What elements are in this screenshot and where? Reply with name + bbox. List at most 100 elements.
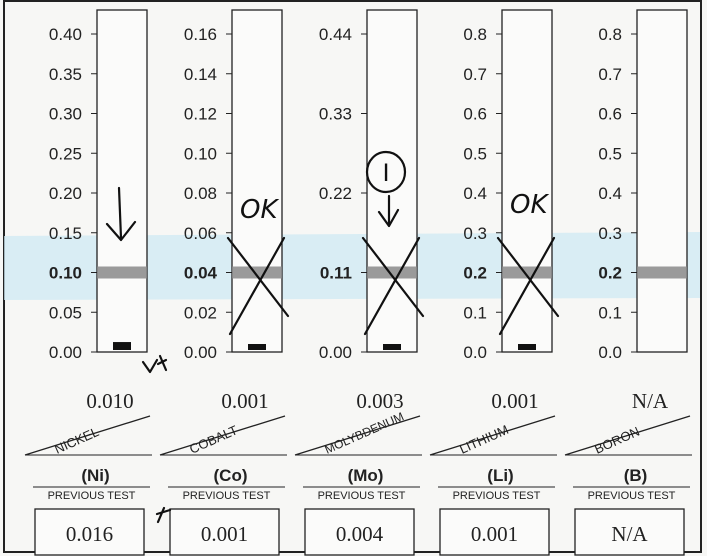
element-column-lithium: 0.8 0.7 0.6 0.5 0.4 0.3 0.2 0.1 0.0 0.001 LITHIUM (… bbox=[429, 9, 560, 556]
previous-value: 0.001 bbox=[471, 522, 518, 546]
tick-label: 0.00 bbox=[319, 343, 352, 362]
previous-test-box bbox=[439, 508, 550, 556]
gauge-tube bbox=[96, 9, 148, 353]
element-name: MOLYBDENUM bbox=[323, 409, 406, 456]
tick-label: 0.3 bbox=[598, 224, 622, 243]
previous-test-label: PREVIOUS TEST bbox=[183, 490, 271, 502]
previous-test-label: PREVIOUS TEST bbox=[453, 490, 541, 502]
tick-label: 0.5 bbox=[598, 144, 622, 163]
previous-test-label: PREVIOUS TEST bbox=[588, 490, 676, 502]
handwritten-mark: OK bbox=[510, 190, 549, 220]
handwritten-circle-icon bbox=[365, 150, 407, 194]
current-value: N/A bbox=[632, 389, 669, 413]
tick-label: 0.25 bbox=[49, 144, 82, 163]
tick-label: 0.2 bbox=[598, 264, 622, 283]
tick-label: 0.7 bbox=[463, 65, 487, 84]
element-symbol: (Li) bbox=[487, 466, 513, 485]
tick-label: 0.6 bbox=[463, 105, 487, 124]
tick-label: 0.35 bbox=[49, 65, 82, 84]
normal-range-band bbox=[637, 266, 687, 279]
element-column-nickel: 0.40 0.35 0.30 0.25 0.20 0.15 0.10 0.05 0.00 0.01… bbox=[24, 9, 152, 556]
element-symbol: (Ni) bbox=[81, 466, 109, 485]
tick-label: 0.05 bbox=[49, 303, 82, 322]
previous-test-box bbox=[304, 508, 415, 556]
element-name: BORON bbox=[592, 424, 642, 457]
handwritten-scribble-icon bbox=[141, 354, 168, 374]
handwritten-arrow-icon bbox=[105, 186, 137, 242]
value-bar bbox=[518, 344, 536, 350]
tick-label: 0.02 bbox=[184, 303, 217, 322]
handwritten-arrow-icon bbox=[377, 194, 400, 228]
element-symbol: (Mo) bbox=[348, 466, 384, 485]
tick-label: 0.15 bbox=[49, 224, 82, 243]
handwritten-mark: OK bbox=[240, 195, 279, 225]
gauge-tube bbox=[366, 9, 418, 353]
name-diagonal bbox=[24, 415, 151, 456]
normal-range-band bbox=[367, 266, 417, 279]
value-bar bbox=[113, 342, 131, 350]
tick-label: 0.11 bbox=[320, 264, 352, 283]
element-symbol: (B) bbox=[624, 466, 648, 485]
tick-label: 0.1 bbox=[598, 303, 622, 322]
tick-label: 0.10 bbox=[49, 264, 82, 283]
previous-test-label: PREVIOUS TEST bbox=[48, 490, 136, 502]
tick-label: 0.3 bbox=[463, 224, 487, 243]
element-symbol: (Co) bbox=[214, 466, 248, 485]
tick-label: 0.22 bbox=[319, 184, 352, 203]
tick-label: 0.10 bbox=[184, 144, 217, 163]
tick-label: 0.8 bbox=[463, 25, 487, 44]
current-value: 0.003 bbox=[356, 389, 403, 413]
previous-value: 0.004 bbox=[336, 522, 384, 546]
tick-label: 0.4 bbox=[463, 184, 487, 203]
gauge-tube bbox=[501, 9, 553, 353]
gauge-tube bbox=[231, 9, 283, 353]
tick-label: 0.4 bbox=[598, 184, 622, 203]
name-diagonal bbox=[294, 415, 421, 456]
tick-label: 0.08 bbox=[184, 184, 217, 203]
normal-range-band bbox=[97, 266, 147, 279]
tick-label: 0.06 bbox=[184, 224, 217, 243]
tick-label: 0.00 bbox=[184, 343, 217, 362]
name-diagonal bbox=[159, 415, 286, 456]
tick-label: 0.20 bbox=[49, 184, 82, 203]
current-value: 0.001 bbox=[491, 389, 538, 413]
element-name: COBALT bbox=[187, 422, 240, 456]
value-bar bbox=[383, 344, 401, 350]
handwritten-x-icon bbox=[361, 236, 425, 336]
current-value: 0.001 bbox=[221, 389, 268, 413]
tick-label: 0.12 bbox=[184, 105, 217, 124]
tick-label: 0.8 bbox=[598, 25, 622, 44]
tick-label: 0.6 bbox=[598, 105, 622, 124]
previous-test-box bbox=[169, 508, 280, 556]
handwritten-mark: I bbox=[382, 159, 389, 187]
current-value: 0.010 bbox=[86, 389, 133, 413]
handwritten-x-icon bbox=[496, 236, 560, 336]
tick-label: 0.44 bbox=[319, 25, 352, 44]
tick-label: 0.2 bbox=[463, 264, 487, 283]
tick-label: 0.33 bbox=[319, 105, 352, 124]
tick-label: 0.00 bbox=[49, 343, 82, 362]
tick-label: 0.14 bbox=[184, 65, 217, 84]
normal-range-band bbox=[502, 266, 552, 279]
previous-value: 0.016 bbox=[66, 522, 113, 546]
tick-label: 0.0 bbox=[598, 343, 622, 362]
gauge-tube bbox=[636, 9, 688, 353]
tick-label: 0.1 bbox=[463, 303, 487, 322]
previous-value: 0.001 bbox=[201, 522, 248, 546]
tick-label: 0.30 bbox=[49, 105, 82, 124]
previous-test-box bbox=[574, 508, 685, 556]
handwritten-scribble-icon bbox=[155, 506, 172, 524]
tick-label: 0.04 bbox=[184, 264, 218, 283]
name-diagonal bbox=[429, 415, 556, 456]
value-bar bbox=[248, 344, 266, 350]
previous-value: N/A bbox=[611, 522, 648, 546]
tick-label: 0.40 bbox=[49, 25, 82, 44]
element-name: NICKEL bbox=[52, 424, 101, 457]
tick-label: 0.5 bbox=[463, 144, 487, 163]
element-name: LITHIUM bbox=[457, 422, 511, 457]
element-column-cobalt: 0.16 0.14 0.12 0.10 0.08 0.06 0.04 0.02 0.00 0.00… bbox=[159, 9, 290, 556]
tick-label: 0.7 bbox=[598, 65, 622, 84]
